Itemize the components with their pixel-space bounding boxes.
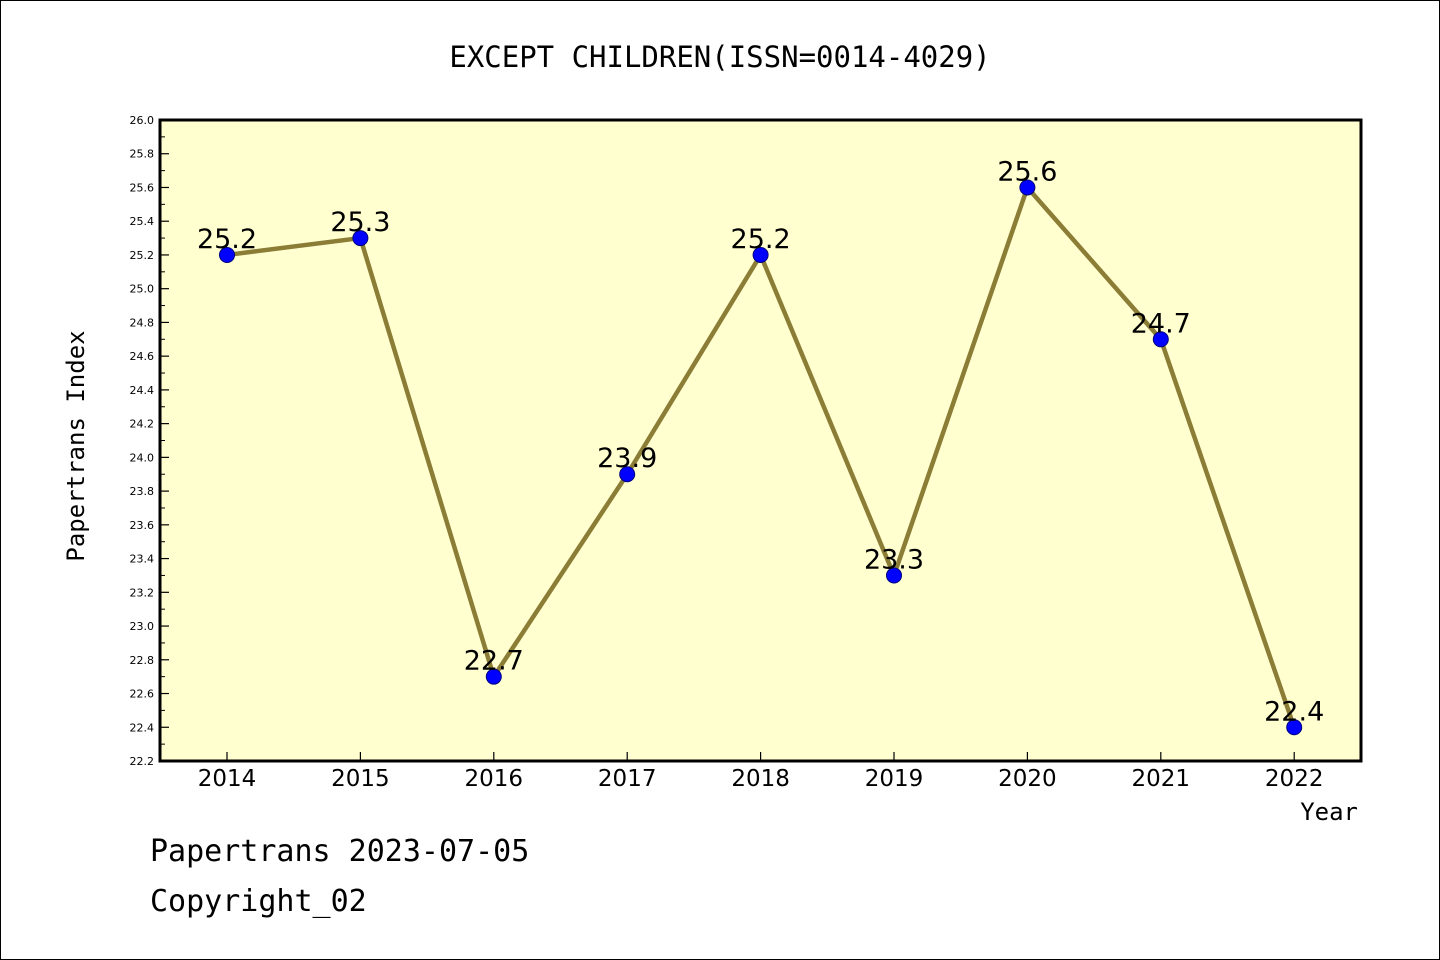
data-point-marker — [1019, 179, 1036, 196]
x-tick-label: 2015 — [331, 766, 390, 792]
y-tick-label: 24.2 — [130, 418, 155, 431]
data-point-label: 22.4 — [1264, 696, 1324, 727]
y-tick-label: 24.6 — [130, 350, 155, 363]
x-tick-label: 2020 — [998, 766, 1057, 792]
y-tick-label: 25.2 — [130, 249, 155, 262]
y-tick-label: 23.4 — [130, 553, 155, 566]
y-tick-label: 23.0 — [130, 620, 155, 633]
footer-date-text: Papertrans 2023-07-05 — [150, 834, 530, 869]
data-point-label: 24.7 — [1131, 308, 1191, 339]
x-tick-label: 2014 — [198, 766, 257, 792]
y-tick-label: 22.4 — [130, 721, 155, 734]
x-axis: 2014 2015 2016 2017 2018 2019 2020 2021 2022 — [198, 752, 1324, 792]
y-tick-label: 22.8 — [130, 654, 155, 667]
footer-copyright-text: Copyright_02 — [150, 884, 367, 919]
x-axis-title: Year — [1300, 798, 1358, 826]
y-tick-label: 23.8 — [130, 485, 155, 498]
data-point-label: 25.3 — [330, 207, 390, 238]
data-point-marker — [219, 246, 235, 263]
data-point-marker — [1286, 719, 1303, 736]
chart-title: EXCEPT CHILDREN(ISSN=0014-4029) — [449, 40, 990, 74]
data-point-marker — [619, 466, 636, 483]
y-tick-label: 23.2 — [130, 586, 155, 599]
data-point-marker — [1152, 331, 1169, 348]
data-point-label: 22.7 — [464, 646, 524, 677]
data-labels: 25.2 25.3 22.7 23.9 25.2 23.3 25.6 24.7 22.4 — [197, 156, 1324, 727]
y-tick-label: 24.0 — [130, 451, 155, 464]
y-tick-label: 26.0 — [130, 114, 155, 127]
x-tick-label: 2022 — [1265, 766, 1324, 792]
y-axis-title: Papertrans Index — [62, 330, 90, 561]
data-point-label: 25.2 — [197, 224, 257, 255]
series-markers — [219, 179, 1303, 736]
y-axis: 22.2 22.4 22.6 22.8 23.0 23.2 23.4 23.6 23.8 24.0… — [130, 114, 169, 768]
plot-area — [158, 118, 1363, 763]
y-tick-label: 25.4 — [130, 215, 155, 228]
y-tick-label: 24.4 — [130, 384, 155, 397]
y-tick-label: 22.6 — [130, 688, 155, 701]
data-point-label: 23.9 — [597, 443, 657, 474]
y-tick-label: 25.0 — [130, 283, 155, 296]
x-tick-label: 2017 — [598, 766, 657, 792]
y-tick-label: 24.8 — [130, 316, 155, 329]
y-tick-label: 25.8 — [130, 148, 155, 161]
y-tick-label: 23.6 — [130, 519, 155, 532]
x-tick-label: 2019 — [865, 766, 924, 792]
x-tick-label: 2021 — [1132, 766, 1191, 792]
data-point-label: 25.6 — [997, 156, 1057, 187]
data-point-label: 25.2 — [731, 224, 791, 255]
y-tick-label: 25.6 — [130, 181, 155, 194]
data-point-marker — [886, 567, 902, 584]
y-tick-label: 22.2 — [130, 755, 155, 768]
data-point-marker — [752, 246, 769, 263]
x-tick-label: 2016 — [465, 766, 524, 792]
data-point-marker — [352, 230, 369, 247]
data-point-label: 23.3 — [864, 544, 924, 575]
data-point-marker — [485, 668, 502, 685]
x-tick-label: 2018 — [731, 766, 790, 792]
